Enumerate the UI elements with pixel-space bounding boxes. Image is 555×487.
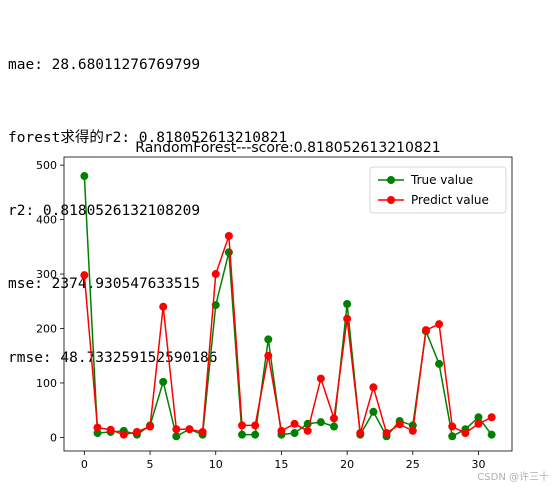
series-2-point — [487, 413, 496, 422]
series-1-point — [329, 422, 338, 431]
series-2-point — [198, 427, 207, 436]
y-tick-label: 300 — [36, 268, 57, 281]
series-2-point — [211, 270, 220, 279]
series-2-point — [303, 426, 312, 435]
series-1-point — [290, 429, 299, 438]
x-tick-label: 30 — [471, 458, 485, 471]
series-2-point — [224, 231, 233, 240]
y-tick-label: 200 — [36, 323, 57, 336]
series-2-point — [93, 423, 102, 432]
legend-label-2: Predict value — [411, 193, 489, 207]
series-1-point — [172, 432, 181, 441]
y-tick-label: 400 — [36, 214, 57, 227]
series-2-point — [343, 314, 352, 323]
series-1-point — [448, 432, 457, 441]
series-1-point — [316, 418, 325, 427]
series-1-point — [487, 430, 496, 439]
series-2-point — [421, 326, 430, 335]
plot-frame — [63, 156, 513, 452]
series-2-point — [435, 320, 444, 329]
series-1-point — [343, 300, 352, 308]
series-2-point — [159, 302, 168, 311]
y-tick-label: 100 — [36, 377, 57, 390]
series-1-point — [435, 359, 444, 368]
series-2-point — [290, 419, 299, 428]
watermark: CSDN @许三十 — [477, 472, 549, 483]
series-2-point — [395, 420, 404, 429]
series-line-2 — [83, 235, 492, 436]
x-tick-label: 0 — [81, 458, 88, 471]
series-1-point — [238, 430, 247, 439]
console-line-forest-r2: forest求得的r2: 0.818052613210821 — [8, 130, 288, 147]
legend-marker-1 — [387, 176, 395, 184]
console-line-mae: mae: 28.68011276769799 — [8, 56, 201, 73]
x-tick-label: 5 — [147, 458, 154, 471]
series-2-point — [474, 419, 483, 428]
console-output: mae: 28.68011276769799 forest求得的r2: 0.81… — [8, 4, 287, 395]
y-tick-label: 500 — [36, 159, 57, 172]
x-tick-label: 10 — [209, 458, 223, 471]
series-2-point — [448, 422, 457, 431]
legend-marker-2 — [387, 196, 395, 204]
chart-title: RandomForest---score:0.818052613210821 — [135, 140, 440, 156]
x-tick-label: 25 — [406, 458, 420, 471]
series-1-point — [251, 430, 260, 439]
x-tick-label: 15 — [274, 458, 288, 471]
console-line-rmse: rmse: 48.733259152590186 — [8, 349, 218, 366]
series-2-point — [277, 426, 286, 435]
x-tick-label: 20 — [340, 458, 354, 471]
series-2-point — [172, 425, 181, 434]
series-line-1 — [83, 176, 493, 438]
series-2-point — [238, 421, 247, 430]
series-2-point — [251, 421, 260, 430]
series-2-point — [132, 427, 141, 436]
series-2-point — [356, 429, 365, 438]
console-line-r2: r2: 0.8180526132108209 — [8, 203, 201, 220]
series-1-point — [159, 377, 168, 386]
series-1-point — [224, 248, 233, 257]
series-2-point — [264, 351, 273, 360]
series-1-point — [369, 407, 378, 416]
series-2-point — [119, 430, 128, 439]
series-2-point — [106, 425, 115, 434]
series-2-point — [316, 374, 325, 383]
series-2-point — [408, 426, 417, 435]
series-1-point — [264, 335, 273, 344]
legend-label-1: True value — [410, 173, 473, 187]
y-tick-label: 0 — [50, 431, 57, 444]
legend-box — [369, 166, 507, 214]
series-2-point — [185, 425, 194, 434]
series-2-point — [329, 414, 338, 423]
series-2-point — [369, 383, 378, 392]
series-2-point — [382, 429, 391, 438]
console-line-mse: mse: 2374.930547633515 — [8, 276, 201, 293]
series-2-point — [80, 271, 89, 280]
series-1-point — [80, 172, 89, 181]
series-2-point — [461, 429, 470, 438]
series-2-point — [146, 422, 155, 431]
series-1-point — [474, 413, 483, 422]
